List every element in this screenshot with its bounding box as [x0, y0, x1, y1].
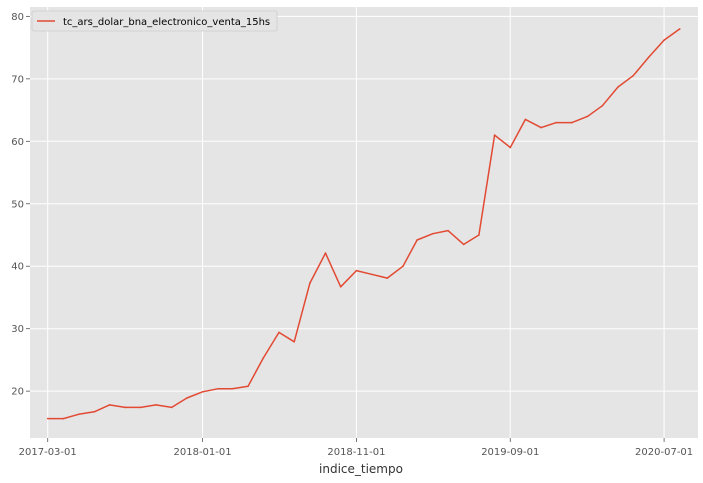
data-point — [679, 28, 681, 30]
legend-box — [31, 10, 278, 32]
data-point — [617, 86, 619, 88]
data-point — [262, 357, 265, 359]
plot-area — [30, 7, 698, 438]
y-tick-label: 50 — [11, 199, 24, 210]
data-point — [77, 413, 80, 416]
data-point — [108, 404, 111, 406]
data-point — [217, 387, 220, 390]
y-tick-label: 30 — [11, 324, 24, 335]
data-point — [524, 118, 527, 121]
y-tick-label: 80 — [11, 12, 24, 23]
data-point — [62, 417, 65, 420]
data-point — [509, 146, 512, 149]
axis-ticks: 20 30 40 50 60 70 80 2017-03-01 2018-01-01 2018-1… — [11, 12, 693, 458]
x-tick-label: 2018-11-01 — [327, 447, 385, 458]
data-point — [186, 397, 188, 399]
data-point — [324, 252, 327, 254]
data-point — [648, 56, 650, 58]
x-tick-label: 2019-09-01 — [481, 447, 539, 458]
data-point — [571, 121, 573, 124]
data-point — [555, 121, 558, 124]
x-tick-label: 2017-03-01 — [19, 447, 77, 458]
data-point — [478, 234, 480, 236]
data-point — [601, 104, 604, 107]
data-point — [493, 134, 496, 136]
data-point — [293, 341, 296, 343]
y-tick-label: 40 — [11, 262, 24, 273]
data-point — [370, 273, 373, 276]
data-point — [447, 229, 449, 232]
data-point — [416, 239, 418, 241]
data-point — [632, 74, 634, 77]
data-point — [247, 385, 249, 388]
data-point — [586, 115, 589, 118]
y-tick-label: 20 — [11, 387, 24, 398]
data-point — [663, 39, 665, 41]
data-point — [402, 265, 404, 268]
data-point — [355, 269, 358, 272]
data-point — [46, 417, 49, 420]
x-tick-label: 2018-01-01 — [174, 447, 232, 458]
legend-entry-label: tc_ars_dolar_bna_electronico_venta_15hs — [63, 17, 270, 28]
series-layer — [46, 28, 681, 420]
data-point — [140, 406, 142, 409]
data-point — [170, 406, 173, 409]
data-point — [386, 277, 389, 279]
data-point — [309, 282, 311, 284]
y-tick-label: 70 — [11, 74, 24, 85]
data-point — [124, 406, 126, 409]
data-point — [278, 331, 280, 334]
x-tick-label: 2020-07-01 — [635, 447, 693, 458]
data-point — [339, 286, 342, 288]
legend: tc_ars_dolar_bna_electronico_venta_15hs — [31, 10, 278, 32]
series-line — [47, 28, 681, 420]
x-axis-label: indice_tiempo — [319, 462, 403, 476]
data-point — [155, 404, 157, 406]
data-point — [201, 391, 204, 393]
data-point — [231, 387, 234, 390]
data-point — [462, 243, 465, 246]
data-point — [93, 411, 96, 413]
data-point — [432, 232, 434, 235]
y-tick-label: 60 — [11, 137, 24, 148]
data-point — [540, 126, 542, 129]
